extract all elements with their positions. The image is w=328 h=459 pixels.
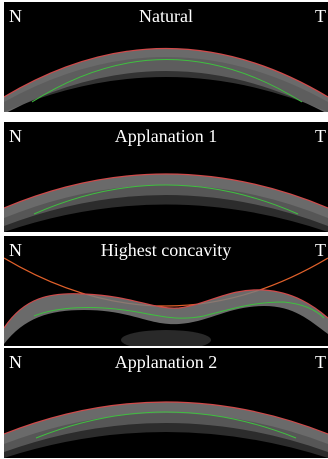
temporal-label: T — [315, 6, 326, 26]
posterior-cornea-edge — [31, 59, 303, 103]
cornea-band — [4, 402, 328, 452]
frame-title: Applanation 2 — [114, 352, 218, 372]
nasal-label: N — [9, 6, 22, 26]
cornea-image-applanation-1 — [4, 173, 328, 232]
temporal-label: T — [315, 126, 326, 146]
temporal-label: T — [315, 240, 326, 260]
anterior-cornea-edge — [4, 48, 328, 98]
frame-title: Applanation 1 — [114, 126, 218, 146]
applanation-2-frame: N Applanation 2 T — [4, 348, 328, 458]
applanation-1-frame: N Applanation 1 T — [4, 122, 328, 232]
posterior-cornea-edge — [33, 184, 299, 215]
posterior-cornea-edge — [35, 411, 297, 439]
cornea-band — [4, 48, 328, 112]
anterior-cornea-edge — [4, 173, 328, 209]
natural-state-frame: N Natural T — [4, 2, 328, 112]
temporal-label: T — [315, 352, 326, 372]
cornea-inner-haze — [4, 57, 328, 112]
cornea-image-highest-concavity — [4, 257, 328, 346]
highest-concavity-frame: N Highest concavity T — [4, 236, 328, 346]
cornea-band — [4, 174, 328, 226]
cornea-image-applanation-2 — [4, 401, 328, 458]
frame-title: Natural — [139, 6, 193, 26]
frame-title: Highest concavity — [100, 240, 232, 260]
posterior-cornea-edge — [33, 301, 325, 319]
anterior-cornea-edge — [4, 401, 328, 435]
cornea-image-natural — [4, 48, 328, 112]
cornea-inner-haze — [4, 413, 328, 458]
cornea-inner-haze — [4, 185, 328, 232]
nasal-label: N — [9, 240, 22, 260]
nasal-label: N — [9, 126, 22, 146]
nasal-label: N — [9, 352, 22, 372]
air-puff-curve — [4, 257, 328, 307]
lens-reflection — [121, 330, 211, 346]
anterior-cornea-edge — [4, 289, 328, 329]
